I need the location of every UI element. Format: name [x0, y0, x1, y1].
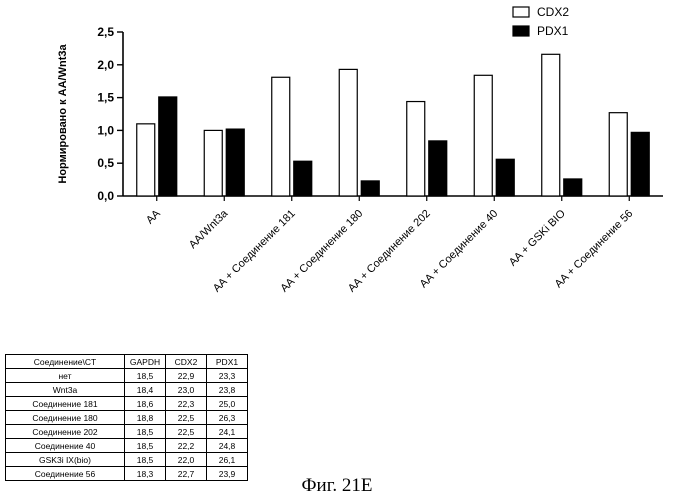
table-cell: 22,5 [165, 410, 207, 425]
legend-swatch-pdx1 [512, 25, 530, 37]
y-tick-label: 1,0 [97, 123, 114, 137]
bar-chart: 0,0 0,5 1,0 1,5 2,0 2,5 AA AA/Wnt3a AA + Соедин… [57, 5, 663, 295]
table-cell: 23,3 [206, 368, 248, 383]
x-tick-label: AA + Соединение 56 [553, 208, 636, 291]
y-tick-label: 0,0 [97, 189, 114, 203]
bar-pdx1-3 [360, 180, 380, 197]
table-row: GSK3i IX(bio) 18,5 22,0 26,1 [5, 452, 248, 467]
bar-cdx2-2 [271, 76, 291, 197]
table-header: Соединение\CT [5, 354, 125, 369]
figure-caption: Фиг. 21E [301, 475, 373, 496]
bar-pdx1-2 [293, 160, 313, 197]
table-cell: 18,5 [124, 438, 166, 453]
table-row: Соединение 181 18,6 22,3 25,0 [5, 396, 248, 411]
legend: CDX2 PDX1 [512, 5, 569, 38]
bar-pdx1-4 [428, 140, 448, 197]
y-tick-label: 2,0 [97, 58, 114, 72]
table-row: Соединение 180 18,8 22,5 26,3 [5, 410, 248, 425]
table-cell: 22,3 [165, 396, 207, 411]
x-tick-label: AA + Соединение 40 [418, 208, 501, 291]
table-cell: 22,0 [165, 452, 207, 467]
table-cell: 18,5 [124, 368, 166, 383]
bar-pdx1-7 [630, 131, 650, 197]
table-cell: 24,1 [206, 424, 248, 439]
bar-pdx1-0 [158, 96, 178, 197]
bar-pdx1-6 [563, 178, 583, 197]
bar-cdx2-4 [406, 100, 426, 197]
table-cell: 18,4 [124, 382, 166, 397]
table-cell: 18,5 [124, 424, 166, 439]
legend-label-cdx2: CDX2 [537, 5, 569, 19]
table-cell: 18,6 [124, 396, 166, 411]
table-row: Соединение 56 18,3 22,7 23,9 [5, 466, 248, 481]
table-header-row: Соединение\CT GAPDH CDX2 PDX1 [5, 354, 248, 369]
table-cell: нет [5, 368, 125, 383]
table-cell: 25,0 [206, 396, 248, 411]
table-cell: 18,5 [124, 452, 166, 467]
table-row: Wnt3a 18,4 23,0 23,8 [5, 382, 248, 397]
x-tick-label: AA/Wnt3a [187, 207, 231, 251]
table-cell: Соединение 181 [5, 396, 125, 411]
table-cell: Соединение 40 [5, 438, 125, 453]
table-header: CDX2 [165, 354, 207, 369]
table-header: PDX1 [206, 354, 248, 369]
table-cell: 22,2 [165, 438, 207, 453]
legend-label-pdx1: PDX1 [537, 24, 569, 38]
table-cell: 24,8 [206, 438, 248, 453]
x-tick-label: AA [144, 207, 163, 226]
table-cell: 18,8 [124, 410, 166, 425]
table-cell: GSK3i IX(bio) [5, 452, 125, 467]
table-row: Соединение 202 18,5 22,5 24,1 [5, 424, 248, 439]
table-row: Соединение 40 18,5 22,2 24,8 [5, 438, 248, 453]
bar-cdx2-5 [473, 74, 493, 197]
table-cell: Wnt3a [5, 382, 125, 397]
table-cell: Соединение 202 [5, 424, 125, 439]
ct-table: Соединение\CT GAPDH CDX2 PDX1 нет 18,5 2… [5, 354, 248, 481]
table-cell: 23,9 [206, 466, 248, 481]
table-cell: Соединение 56 [5, 466, 125, 481]
bar-cdx2-1 [203, 129, 223, 197]
table-cell: 26,1 [206, 452, 248, 467]
bar-pdx1-1 [225, 128, 245, 197]
table-cell: Соединение 180 [5, 410, 125, 425]
bar-pdx1-5 [495, 158, 515, 197]
table-cell: 26,3 [206, 410, 248, 425]
table-cell: 23,0 [165, 382, 207, 397]
table-cell: 23,8 [206, 382, 248, 397]
bar-cdx2-6 [541, 53, 561, 197]
table-row: нет 18,5 22,9 23,3 [5, 368, 248, 383]
bar-cdx2-0 [136, 123, 156, 197]
y-axis-label: Нормировано к AA/Wnt3a [57, 44, 69, 184]
bar-cdx2-3 [338, 68, 358, 197]
y-tick-label: 2,5 [97, 25, 114, 39]
bar-cdx2-7 [608, 112, 628, 197]
legend-swatch-cdx2 [512, 6, 530, 18]
y-tick-label: 0,5 [97, 156, 114, 170]
x-tick-label: AA + GSKi BIO [507, 207, 568, 268]
table-header: GAPDH [124, 354, 166, 369]
y-tick-label: 1,5 [97, 91, 114, 105]
table-cell: 22,5 [165, 424, 207, 439]
table-cell: 22,9 [165, 368, 207, 383]
